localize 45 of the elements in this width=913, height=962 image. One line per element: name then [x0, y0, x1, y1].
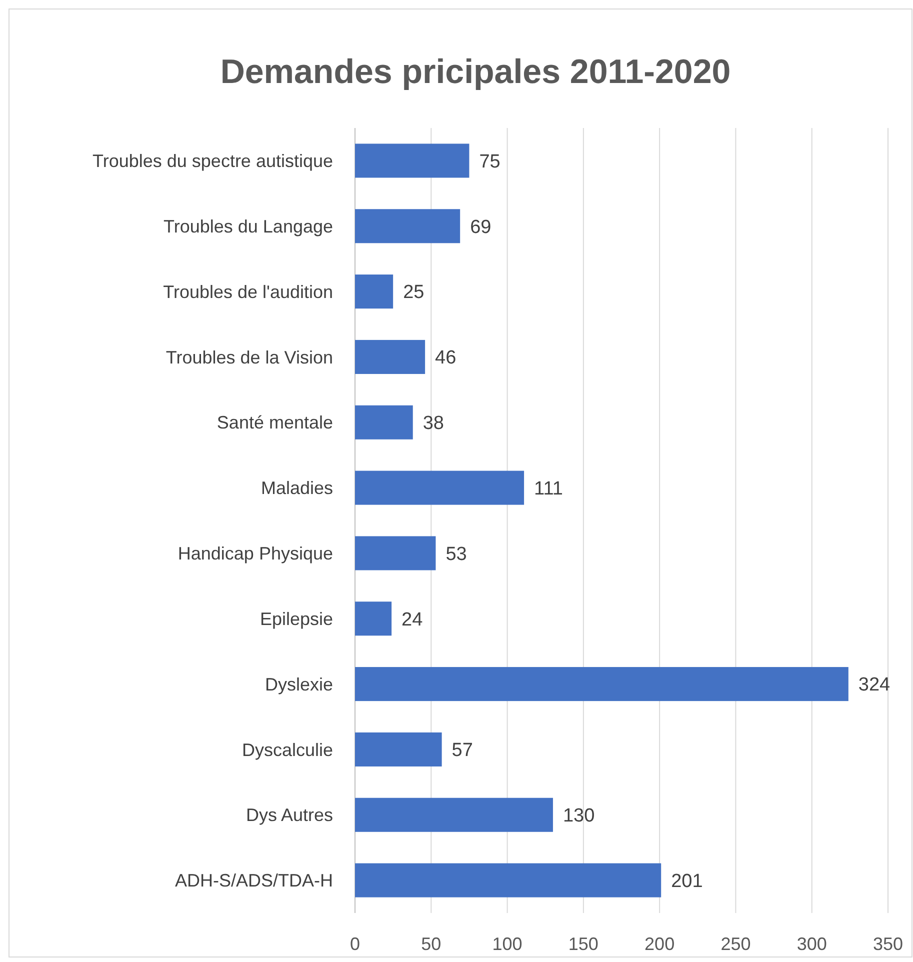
x-tick-label: 100	[492, 934, 522, 954]
x-tick-label: 250	[720, 934, 751, 954]
data-label: 25	[403, 282, 424, 304]
data-label: 38	[422, 413, 444, 434]
data-label: 69	[470, 216, 492, 238]
x-tick-label: 150	[568, 934, 598, 954]
x-tick-label: 350	[872, 934, 904, 954]
bar	[355, 667, 848, 702]
x-tick-label: 300	[796, 934, 827, 954]
bar	[355, 340, 426, 374]
bar	[355, 144, 470, 178]
data-label: 57	[452, 740, 473, 762]
y-tick-label: Dyscalculie	[242, 740, 333, 760]
bar	[355, 470, 524, 505]
x-tick-label: 200	[644, 934, 675, 954]
bar	[355, 798, 553, 832]
y-tick-label: Troubles du spectre autistique	[92, 151, 333, 172]
y-tick-label: Dys Autres	[246, 805, 333, 826]
bar	[355, 863, 662, 898]
bar	[355, 209, 460, 244]
y-tick-label: Epilepsie	[260, 608, 333, 629]
chart-title: Demandes pricipales 2011-2020	[220, 53, 731, 91]
y-tick-label: Handicap Physique	[178, 544, 333, 564]
y-tick-label: Santé mentale	[216, 412, 333, 433]
data-label: 75	[479, 151, 500, 172]
y-tick-label: Troubles de la Vision	[166, 347, 333, 368]
bar	[355, 536, 436, 570]
data-label: 53	[446, 544, 467, 565]
x-tick-label: 0	[350, 934, 360, 954]
data-label: 324	[858, 674, 891, 696]
bar	[355, 732, 442, 766]
y-tick-label: Troubles de l'audition	[163, 282, 333, 302]
y-tick-label: ADH-S/ADS/TDA-H	[174, 870, 333, 891]
data-label: 46	[435, 348, 456, 369]
data-label: 111	[534, 478, 563, 500]
bar	[355, 405, 413, 440]
y-tick-label: Dyslexie	[264, 674, 333, 694]
y-tick-label: Maladies	[260, 478, 333, 498]
data-label: 130	[562, 806, 595, 827]
bar	[355, 274, 394, 309]
x-tick-label: 50	[421, 934, 442, 954]
data-label: 201	[671, 870, 703, 892]
y-tick-label: Troubles du Langage	[164, 216, 333, 236]
bar	[355, 602, 392, 636]
data-label: 24	[402, 609, 424, 630]
